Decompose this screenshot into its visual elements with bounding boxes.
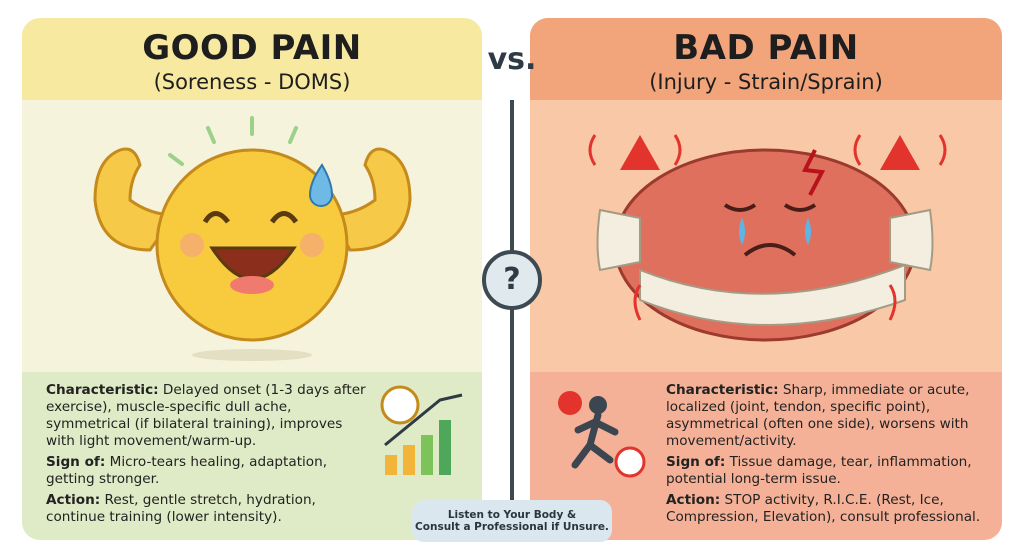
label: Action: — [46, 492, 101, 508]
injury-icon — [558, 391, 646, 478]
label: Characteristic: — [666, 382, 779, 398]
note-line: Listen to Your Body & — [447, 509, 577, 521]
bad-title: BAD PAIN — [673, 28, 859, 68]
bad-subtitle: (Injury - Strain/Sprain) — [649, 70, 883, 94]
good-subtitle: (Soreness - DOMS) — [153, 70, 351, 94]
advice-note: Listen to Your Body & Consult a Professi… — [412, 500, 612, 542]
good-title: GOOD PAIN — [142, 28, 362, 68]
bad-panel — [530, 18, 1002, 540]
text: Delayed onset (1-3 days after exercise),… — [46, 382, 366, 449]
text: Rest, gentle stretch, hydration, continu… — [46, 492, 316, 525]
text: Tissue damage, tear, inflammation, poten… — [666, 454, 972, 487]
text: STOP activity, R.I.C.E. (Rest, Ice, Comp… — [666, 492, 981, 525]
happy-emoji — [93, 116, 412, 361]
label: Sign of: — [46, 454, 106, 470]
question-circle — [482, 250, 542, 310]
growth-icon — [380, 385, 463, 475]
question-mark: ? — [503, 262, 521, 297]
label: Sign of: — [666, 454, 726, 470]
good-details: Characteristic: Delayed onset (1-3 days … — [46, 382, 371, 530]
text: Micro-tears healing, adaptation, getting… — [46, 454, 328, 487]
vs-label: vs. — [487, 42, 537, 77]
label: Characteristic: — [46, 382, 159, 398]
injured-muscle — [588, 134, 947, 342]
text: Sharp, immediate or acute, localized (jo… — [666, 382, 970, 449]
label: Action: — [666, 492, 721, 508]
bad-details: Characteristic: Sharp, immediate or acut… — [666, 382, 991, 530]
note-line: Consult a Professional if Unsure. — [415, 521, 609, 533]
